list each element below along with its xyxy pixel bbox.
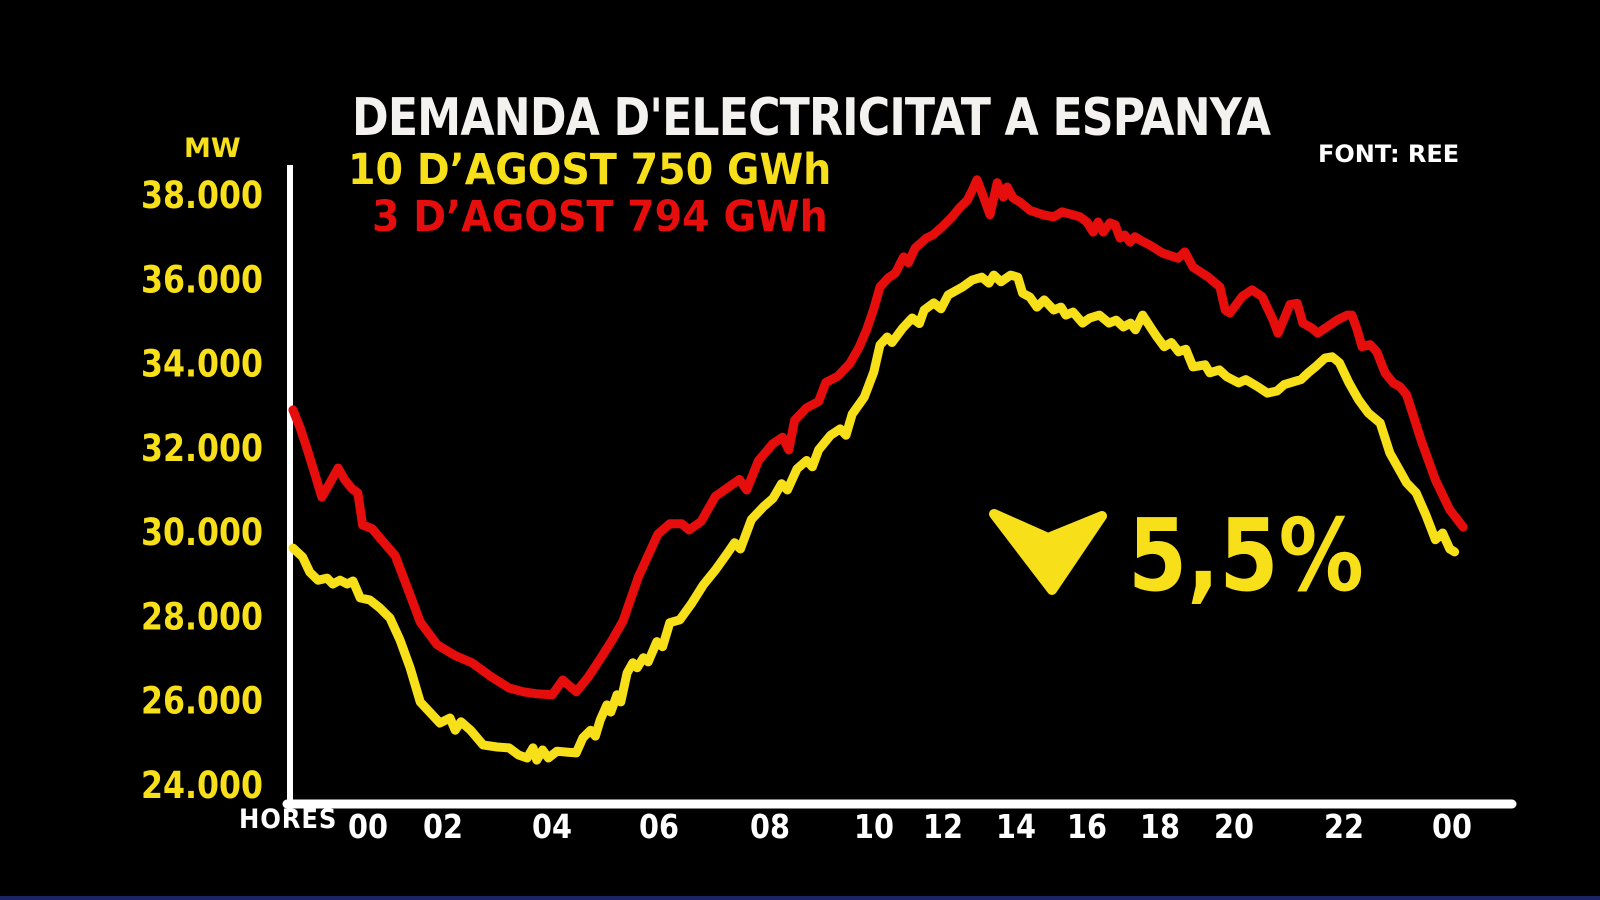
x-tick-label: 22 (1324, 807, 1364, 846)
x-tick-label: 02 (423, 807, 463, 846)
x-tick-label: 08 (750, 807, 790, 846)
x-tick-label: 06 (639, 807, 679, 846)
x-tick-label: 20 (1214, 807, 1254, 846)
y-tick-label: 36.000 (141, 258, 263, 301)
x-tick-label: 14 (996, 807, 1036, 846)
y-tick-label: 34.000 (141, 343, 263, 386)
y-tick-label: 28.000 (141, 595, 263, 638)
drop-percentage-value: 5,5% (1128, 497, 1364, 614)
x-tick-label: 04 (532, 807, 572, 846)
series-line-10-agost (288, 270, 1460, 765)
x-axis-unit-label: HORES (239, 804, 338, 835)
legend-item-3-agost: 3 D’AGOST 794 GWh (372, 192, 828, 242)
x-tick-label: 18 (1140, 807, 1180, 846)
y-tick-label: 24.000 (141, 764, 263, 807)
chart-title: DEMANDA D'ELECTRICITAT A ESPANYA (352, 88, 1271, 148)
y-tick-label: 38.000 (141, 174, 263, 217)
source-label: FONT: REE (1318, 140, 1460, 168)
x-tick-label: 10 (854, 807, 894, 846)
legend-item-10-agost: 10 D’AGOST 750 GWh (348, 145, 832, 195)
y-axis-unit-label: MW (184, 133, 241, 164)
y-tick-label: 32.000 (141, 427, 263, 470)
x-tick-label: 16 (1067, 807, 1107, 846)
bottom-accent-bar (0, 896, 1600, 900)
y-tick-label: 26.000 (141, 680, 263, 723)
x-tick-label: 00 (348, 807, 388, 846)
x-tick-label: 00 (1432, 807, 1472, 846)
series-line-3-agost (288, 175, 1468, 700)
down-arrow-icon (989, 509, 1107, 595)
y-tick-label: 30.000 (141, 511, 263, 554)
x-tick-label: 12 (923, 807, 963, 846)
